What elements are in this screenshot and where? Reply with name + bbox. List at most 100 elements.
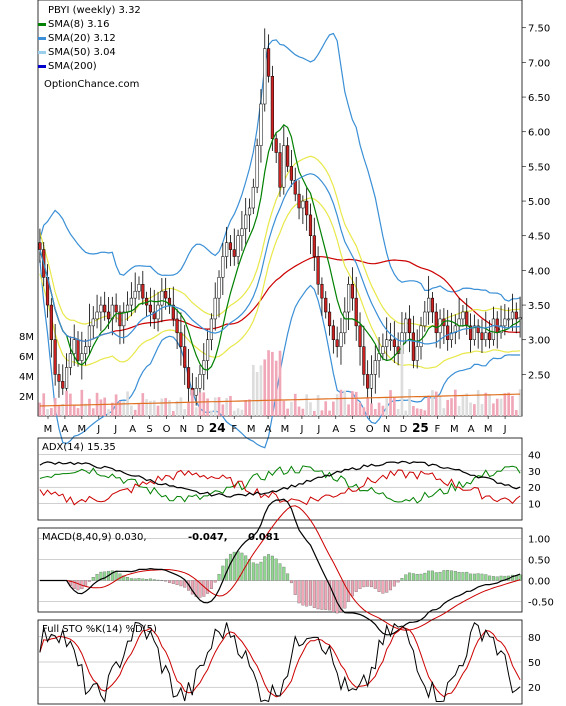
- legend-swatch: [38, 65, 46, 68]
- candle-up: [423, 311, 427, 327]
- macd-histogram-bar: [103, 571, 107, 581]
- macd-histogram-bar: [472, 573, 476, 581]
- price-tick-label: 2.50: [528, 370, 550, 381]
- macd-histogram-bar: [152, 579, 156, 581]
- macd-histogram-bar: [309, 580, 312, 606]
- candle-up: [129, 297, 133, 306]
- macd-histogram-bar: [411, 573, 415, 581]
- candle-up: [343, 311, 347, 334]
- panel-tick-label: -0.50: [528, 598, 554, 609]
- macd-histogram-bar: [343, 580, 347, 609]
- candle-up: [503, 318, 507, 327]
- candle-up: [194, 388, 198, 396]
- macd-histogram-bar: [87, 580, 91, 582]
- volume-bar: [57, 404, 61, 416]
- macd-histogram-bar: [400, 577, 404, 581]
- volume-bar: [133, 409, 137, 416]
- volume-bar: [248, 399, 251, 416]
- volume-bar: [370, 403, 373, 416]
- macd-histogram-bar: [99, 571, 103, 581]
- macd-histogram-bar: [72, 580, 76, 589]
- macd-histogram-bar: [248, 559, 251, 581]
- candle-up: [221, 256, 225, 278]
- volume-bar: [255, 371, 259, 416]
- candle-up: [87, 325, 92, 347]
- macd-histogram-bar: [286, 573, 290, 581]
- macd-histogram-bar: [267, 554, 271, 581]
- macd-histogram-bar: [450, 570, 453, 581]
- volume-bar: [305, 394, 309, 416]
- volume-bar: [488, 394, 491, 416]
- macd-histogram-bar: [129, 578, 133, 581]
- candle-down: [476, 325, 480, 334]
- x-tick-label: J: [113, 424, 117, 435]
- candle-up: [122, 311, 126, 327]
- volume-bar: [80, 389, 84, 416]
- volume-bar: [171, 410, 175, 416]
- volume-bar: [122, 401, 126, 416]
- price-tick-label: 5.50: [528, 162, 550, 173]
- macd-histogram-bar: [179, 580, 183, 587]
- volume-bar: [324, 401, 328, 416]
- candle-up: [91, 318, 95, 327]
- macd-histogram-bar: [293, 580, 297, 595]
- volume-bar: [61, 403, 65, 416]
- macd-histogram-bar: [335, 580, 339, 614]
- candle-down: [305, 200, 309, 216]
- volume-bar: [392, 397, 396, 416]
- candle-up: [507, 318, 511, 321]
- stochastic-k-line: [39, 621, 521, 703]
- x-tick-label: M: [281, 424, 290, 435]
- volume-bar: [114, 394, 118, 416]
- candle-down: [289, 166, 294, 181]
- candle-down: [407, 318, 412, 334]
- volume-bar: [499, 398, 503, 416]
- volume-bar: [328, 410, 331, 416]
- volume-bar: [476, 390, 480, 416]
- x-tick-label: M: [484, 424, 493, 435]
- stochastic-d-line: [39, 627, 521, 698]
- candle-down: [324, 297, 328, 313]
- candle-up: [404, 318, 408, 334]
- macd-histogram-bar: [396, 580, 400, 583]
- candle-down: [297, 193, 301, 209]
- volume-bar: [412, 406, 415, 416]
- candle-up: [125, 304, 130, 313]
- volume-bar: [149, 400, 152, 416]
- volume-bar: [332, 401, 335, 416]
- panel-tick-label: 1.00: [528, 535, 550, 546]
- volume-bar: [312, 410, 316, 416]
- volume-bar: [434, 391, 438, 416]
- panel-tick-label: 30: [528, 467, 541, 478]
- panel-frame: [37, 437, 523, 521]
- candle-down: [175, 318, 179, 334]
- volume-bar: [457, 405, 461, 416]
- candle-down: [488, 332, 492, 340]
- candle-up: [301, 200, 305, 209]
- chart-title: PBYI (weekly) 3.32: [48, 5, 141, 16]
- candle-up: [68, 353, 72, 368]
- macd-histogram-bar: [133, 578, 137, 581]
- macd-histogram-bar: [446, 570, 450, 581]
- x-axis-labels: M A M J J A S O N D 24 F M A M J J A S O N D 25 F M A M J: [44, 416, 507, 435]
- volume-bar: [484, 392, 488, 416]
- adx-panel: 40 30 20 10 ADX(14) 15.35: [37, 437, 541, 521]
- volume-bar: [202, 392, 206, 416]
- volume-bar: [381, 405, 385, 416]
- macd-histogram-bar: [316, 580, 320, 610]
- x-tick-label: A: [265, 424, 272, 435]
- volume-bar: [335, 394, 339, 416]
- candle-down: [278, 152, 282, 188]
- candle-down: [270, 76, 274, 139]
- candle-down: [274, 138, 278, 153]
- candle-up: [449, 332, 454, 340]
- di-minus-line: [39, 469, 521, 506]
- macd-histogram-bar: [202, 580, 206, 597]
- price-panel: 7.50 7.00 6.50 6.00 5.50 5.00 4.50 4.00 3.50 3.00…: [37, 0, 550, 449]
- candle-down: [152, 311, 156, 320]
- stochastic-panel: 80 50 20 Full STO %K(14) %D(5): [37, 619, 541, 705]
- macd-histogram-bar: [484, 574, 488, 581]
- candle-down: [308, 214, 313, 236]
- macd-histogram-bar: [491, 576, 495, 581]
